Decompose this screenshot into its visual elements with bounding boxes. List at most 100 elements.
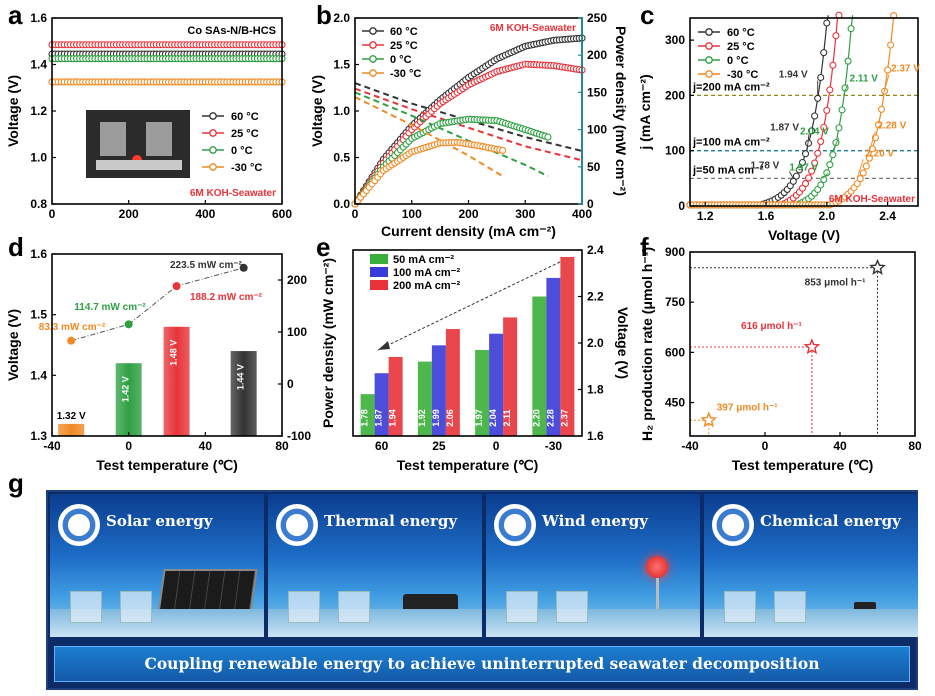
reference-label-0: j=200 mA cm⁻² (692, 81, 770, 93)
voltage-bar-2 (163, 326, 190, 436)
legend-label-a: 60 °C (231, 111, 259, 123)
y2-tick-label: 200 (287, 273, 307, 287)
lsv-marker (814, 94, 822, 102)
panel-label-a: a (8, 0, 23, 30)
point-label: 2.20 V (865, 148, 894, 159)
legend-label-b: 60 °C (390, 26, 418, 38)
point-arrow (821, 173, 829, 179)
voltage-bar (503, 317, 518, 436)
panel-label-c: c (640, 0, 654, 30)
point-arrow (882, 74, 890, 96)
arrowhead-icon (378, 341, 390, 350)
power-label: 114.7 mW cm⁻² (74, 302, 146, 313)
voltage-bar (388, 356, 403, 436)
bar-value-label: 2.11 (502, 409, 512, 426)
electrolyzer-icon (724, 591, 756, 623)
bar-value-label: 2.04 (488, 409, 498, 427)
power-marker (544, 133, 552, 141)
y-tick-label: 1.4 (30, 368, 47, 382)
legend-label-e: 200 mA cm⁻² (393, 280, 460, 292)
panel-label-g: g (8, 468, 24, 498)
legend-marker (369, 55, 377, 63)
y-tick-label: 1.4 (30, 58, 47, 72)
x-tick-label: 400 (572, 207, 592, 221)
y-tick-label: 1.3 (30, 429, 47, 443)
category-label: 25 (432, 439, 446, 453)
lsv-marker (823, 106, 831, 114)
y-tick-label: 1.5 (333, 58, 350, 72)
legend-label-e: 100 mA cm⁻² (393, 267, 460, 279)
x-tick-label: 200 (458, 207, 478, 221)
y2-tick-label: 0 (587, 197, 594, 211)
x-axis-label-f: Test temperature (℃) (732, 457, 874, 473)
legend-marker (209, 163, 217, 171)
power-label: 188.2 mW cm⁻² (190, 292, 263, 303)
legend-marker (369, 41, 377, 49)
point-label: 2.37 V (891, 63, 920, 74)
lsv-marker (823, 169, 831, 177)
legend-label-a: 25 °C (231, 128, 259, 140)
y-tick-label: 100 (665, 144, 685, 158)
bar-value-label: 1.94 (388, 409, 398, 427)
x-tick-label: 2.0 (818, 209, 835, 223)
legend-marker (369, 27, 377, 35)
x-tick-label: 0 (49, 207, 56, 221)
lsv-marker (853, 180, 861, 188)
y-tick-label: 0.5 (333, 151, 350, 165)
legend-marker (209, 129, 217, 137)
legend-marker (369, 69, 377, 77)
lsv-marker (835, 124, 843, 132)
lsv-marker (814, 149, 822, 157)
voltage-bar-3 (230, 351, 257, 436)
electrolyzer-cell-right (146, 122, 172, 156)
point-label: 2.04 V (800, 127, 829, 138)
legend-label-c: -30 °C (727, 69, 758, 81)
lsv-marker (798, 158, 807, 167)
lsv-marker (877, 105, 886, 113)
bar-value-label: 1.42 V (121, 376, 131, 402)
voltage-bar (417, 361, 432, 436)
y-tick-label: 0.8 (30, 197, 47, 211)
bar-value-label: 1.87 (374, 409, 384, 427)
lsv-marker (823, 19, 831, 27)
panel-label-b: b (316, 0, 332, 30)
electrolyzer-icon (288, 591, 320, 623)
reference-label-2: j=50 mA cm⁻² (692, 164, 764, 176)
voltage-bar (532, 296, 547, 436)
power-point-0 (67, 336, 76, 345)
wind-turbine-icon (646, 556, 668, 578)
lsv-marker (789, 177, 797, 185)
x-tick-label: 300 (515, 207, 535, 221)
point-label: 1.97 V (789, 162, 818, 173)
electrolyzer-icon (506, 591, 538, 623)
voltage-bar (546, 277, 561, 436)
voltage-curve-1 (354, 87, 583, 162)
panel-label-f: f (640, 232, 649, 262)
lsv-marker (820, 123, 828, 131)
beaker-icon (120, 591, 152, 623)
y-axis-label-e: Power density (mW cm⁻²) (320, 258, 336, 428)
legend-marker (209, 112, 217, 120)
x-tick-label: 200 (119, 207, 139, 221)
y-tick-label: 2.0 (333, 11, 350, 25)
panel-label-d: d (8, 232, 24, 262)
chemical-energy-title: Chemical energy (760, 512, 901, 530)
legend-swatch (370, 280, 388, 290)
y-axis-label-a: Voltage (V) (5, 75, 21, 147)
solar-energy-title: Solar energy (106, 512, 213, 530)
lsv-marker (805, 174, 813, 182)
voltage-bar (560, 256, 575, 436)
lsv-marker (865, 154, 873, 162)
y-tick-label: 1.0 (333, 104, 350, 118)
lsv-marker (792, 172, 800, 180)
legend-marker (705, 28, 713, 36)
x-axis-label-e: Test temperature (℃) (397, 457, 539, 473)
y-tick-label: 750 (665, 295, 685, 309)
voltage-bar (360, 394, 375, 436)
legend-label-a: -30 °C (231, 162, 262, 174)
category-label: 0 (493, 439, 500, 453)
lsv-marker (832, 32, 840, 40)
plot-frame-d (51, 253, 283, 437)
x-tick-label: 40 (833, 439, 847, 453)
point-label: 2.11 V (850, 73, 879, 84)
